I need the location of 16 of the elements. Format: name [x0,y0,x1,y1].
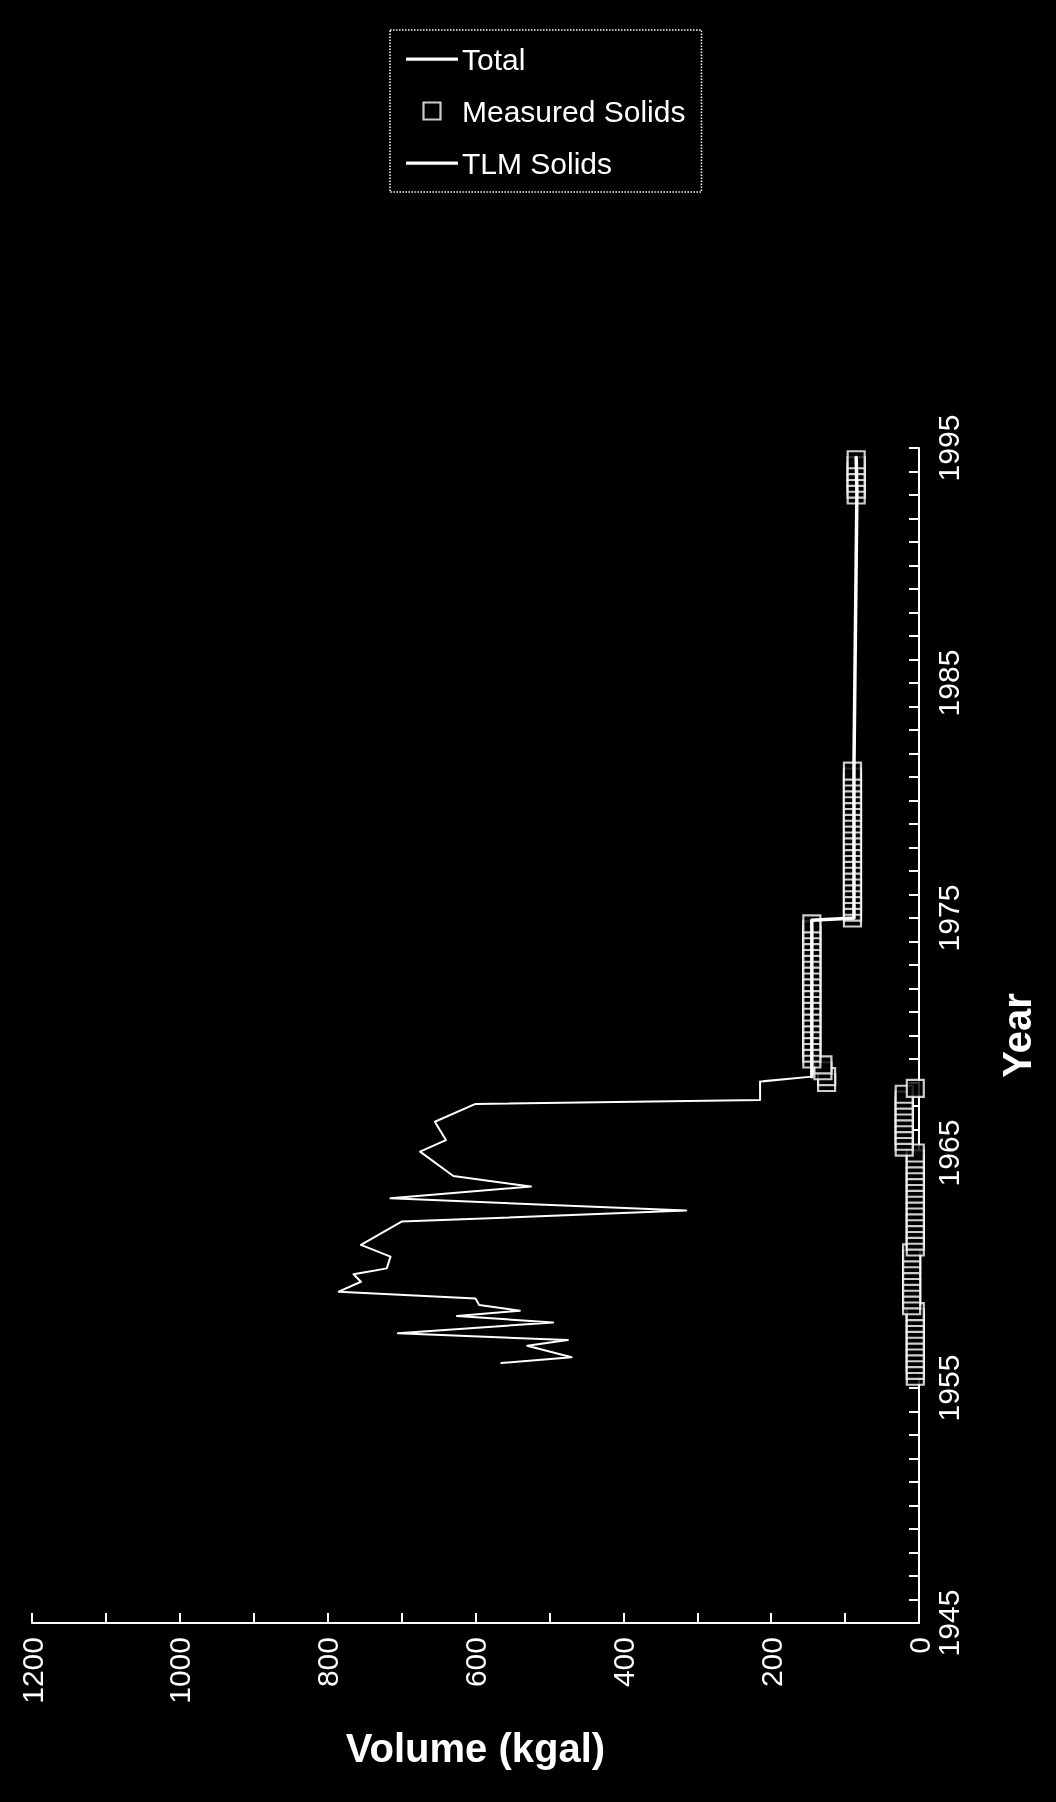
y-tick-label: 1985 [931,649,965,717]
legend-label: TLM Solids [462,146,613,180]
y-tick-label: 1955 [931,1354,965,1422]
legend-label: Measured Solids [462,94,686,128]
x-tick-label: 1200 [15,1637,49,1704]
x-axis-title: Volume (kgal) [345,1726,606,1770]
y-tick-label: 1975 [931,884,965,952]
x-tick-label: 1000 [163,1637,197,1704]
legend-label: Total [462,42,526,76]
x-tick-label: 800 [311,1637,345,1688]
x-tick-label: 400 [606,1637,640,1688]
y-axis-title: Year [995,993,1039,1078]
x-tick-label: 200 [754,1637,788,1688]
y-tick-label: 1965 [931,1119,965,1187]
y-tick-label: 1995 [931,414,965,482]
x-tick-label: 600 [459,1637,492,1688]
